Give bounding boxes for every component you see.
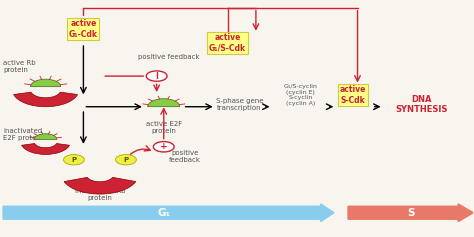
Text: active E2F
protein: active E2F protein bbox=[146, 121, 182, 134]
Text: inactivated
E2F protein: inactivated E2F protein bbox=[3, 128, 43, 141]
Wedge shape bbox=[14, 92, 78, 107]
FancyArrow shape bbox=[3, 204, 334, 222]
Text: I: I bbox=[155, 72, 158, 81]
Text: active Rb
protein: active Rb protein bbox=[3, 60, 36, 73]
FancyArrow shape bbox=[348, 204, 474, 222]
Text: S: S bbox=[407, 208, 415, 218]
Wedge shape bbox=[30, 79, 61, 87]
Text: positive feedback: positive feedback bbox=[137, 54, 199, 60]
Text: G₁/S-cyclin
(cyclin E)
S-cyclin
(cyclin A): G₁/S-cyclin (cyclin E) S-cyclin (cyclin … bbox=[284, 84, 318, 106]
Circle shape bbox=[116, 155, 137, 165]
Text: inactivated Rb
protein: inactivated Rb protein bbox=[75, 188, 125, 201]
Circle shape bbox=[146, 71, 167, 81]
Text: positive
feedback: positive feedback bbox=[169, 150, 201, 163]
Text: S-phase gene
transcription: S-phase gene transcription bbox=[216, 98, 263, 111]
Wedge shape bbox=[148, 99, 180, 107]
Circle shape bbox=[64, 155, 84, 165]
Wedge shape bbox=[64, 177, 136, 194]
Circle shape bbox=[154, 141, 174, 152]
Text: G₁: G₁ bbox=[157, 208, 170, 218]
Wedge shape bbox=[22, 144, 70, 155]
Text: active
G₁-Cdk: active G₁-Cdk bbox=[69, 19, 98, 39]
Text: active
S-Cdk: active S-Cdk bbox=[339, 85, 366, 105]
Text: +: + bbox=[160, 142, 167, 151]
Text: DNA
SYNTHESIS: DNA SYNTHESIS bbox=[395, 95, 447, 114]
Text: active
G₁/S-Cdk: active G₁/S-Cdk bbox=[209, 33, 246, 53]
Text: P: P bbox=[123, 157, 128, 163]
Text: P: P bbox=[72, 157, 76, 163]
Wedge shape bbox=[34, 134, 57, 139]
